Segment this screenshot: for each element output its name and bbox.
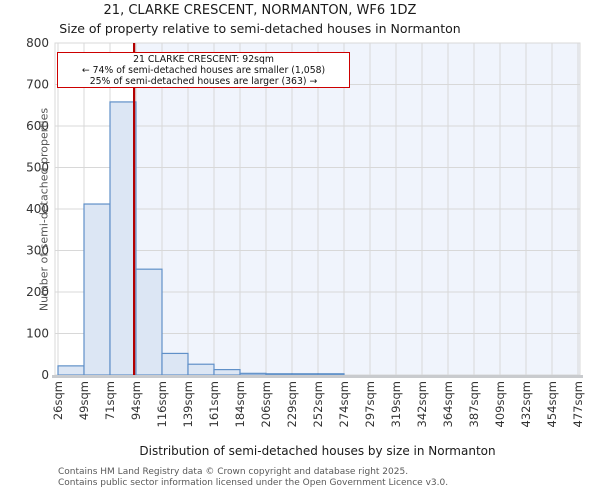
- y-tick-label: 200: [26, 285, 49, 299]
- x-tick-label: 229sqm: [285, 381, 299, 427]
- histogram-bar: [57, 365, 85, 376]
- histogram-bar: [83, 203, 111, 376]
- x-tick-label: 184sqm: [233, 381, 247, 427]
- page-subtitle: Size of property relative to semi-detach…: [59, 21, 461, 36]
- y-tick-label: 700: [26, 78, 49, 92]
- footer-line-1: Contains HM Land Registry data © Crown c…: [58, 467, 409, 477]
- histogram-bar: [265, 373, 293, 376]
- x-tick-label: 432sqm: [519, 381, 533, 427]
- histogram-bar: [239, 372, 267, 376]
- x-axis-label: Distribution of semi-detached houses by …: [139, 444, 496, 458]
- histogram-bar: [109, 101, 137, 376]
- y-tick-label: 800: [26, 36, 49, 50]
- x-tick-label: 274sqm: [337, 381, 351, 427]
- y-tick-label: 400: [26, 202, 49, 216]
- histogram-bar: [187, 363, 215, 376]
- histogram-bar: [317, 373, 345, 376]
- x-tick-label: 94sqm: [129, 381, 143, 420]
- annotation-line-1: 21 CLARKE CRESCENT: 92sqm: [133, 54, 274, 65]
- annotation-line-2: ← 74% of semi-detached houses are smalle…: [81, 65, 326, 76]
- histogram-bar: [213, 369, 241, 376]
- y-tick-label: 600: [26, 119, 49, 133]
- x-tick-label: 297sqm: [363, 381, 377, 427]
- attribution-footer: Contains HM Land Registry data © Crown c…: [58, 467, 448, 488]
- x-tick-label: 364sqm: [441, 381, 455, 427]
- page-title: 21, CLARKE CRESCENT, NORMANTON, WF6 1DZ: [103, 3, 417, 18]
- x-axis-line: [52, 375, 583, 378]
- x-tick-label: 252sqm: [311, 381, 325, 427]
- footer-line-2: Contains public sector information licen…: [58, 477, 449, 488]
- x-tick-label: 387sqm: [467, 381, 481, 427]
- y-tick-label: 100: [26, 327, 49, 341]
- x-tick-label: 477sqm: [571, 381, 585, 427]
- x-tick-label: 409sqm: [493, 381, 507, 427]
- histogram-bar: [161, 352, 189, 376]
- x-tick-label: 319sqm: [389, 381, 403, 427]
- property-annotation-box: 21 CLARKE CRESCENT: 92sqm ← 74% of semi-…: [57, 52, 350, 88]
- annotation-line-3: 25% of semi-detached houses are larger (…: [89, 76, 318, 87]
- histogram-bar: [291, 373, 319, 376]
- y-tick-label: 300: [26, 244, 49, 258]
- x-tick-label: 71sqm: [103, 381, 117, 420]
- x-tick-label: 342sqm: [415, 381, 429, 427]
- x-tick-label: 116sqm: [155, 381, 169, 427]
- y-tick-label: 500: [26, 161, 49, 175]
- y-axis-label: Number of semi-detached properties: [37, 107, 51, 312]
- x-tick-label: 206sqm: [259, 381, 273, 427]
- y-tick-label: 0: [41, 368, 49, 382]
- x-tick-label: 139sqm: [181, 381, 195, 427]
- x-tick-label: 26sqm: [51, 381, 65, 420]
- x-tick-label: 454sqm: [545, 381, 559, 427]
- x-tick-label: 49sqm: [77, 381, 91, 420]
- x-tick-label: 161sqm: [207, 381, 221, 427]
- histogram-bar: [135, 268, 163, 376]
